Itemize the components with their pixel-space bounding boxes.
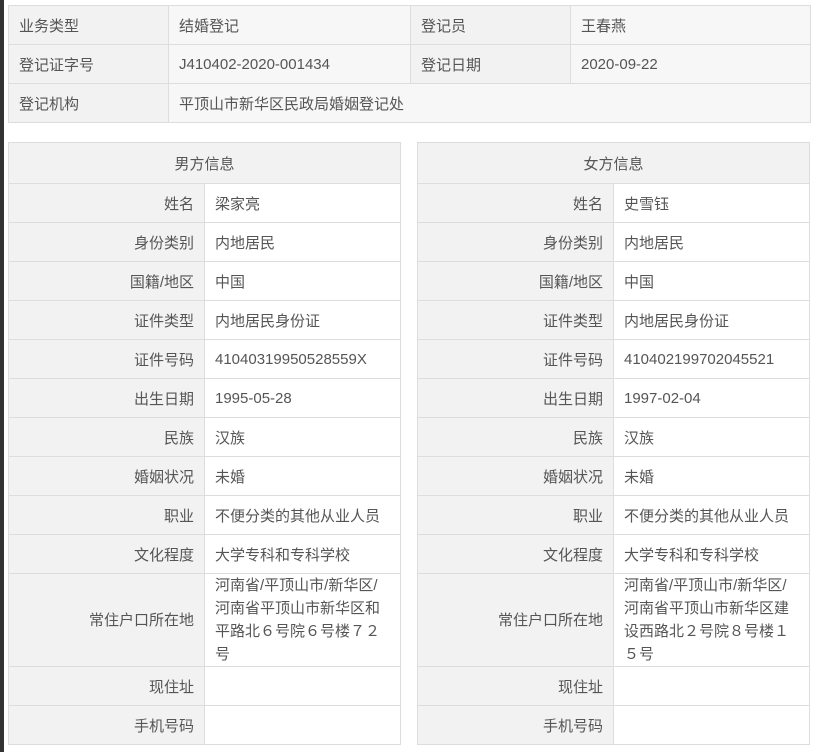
female-field-value: 1997-02-04 bbox=[613, 378, 810, 418]
male-info-table: 男方信息 姓名 梁家亮 身份类别 内地居民 国籍/地区 中国 证件类型 内地居民身份证 证件号码… bbox=[8, 142, 401, 745]
female-field-value bbox=[613, 666, 810, 706]
female-field-value: 不便分类的其他从业人员 bbox=[613, 495, 810, 535]
male-field-value: 汉族 bbox=[204, 417, 401, 457]
female-field-label: 文化程度 bbox=[417, 534, 614, 574]
male-field-label: 出生日期 bbox=[8, 378, 205, 418]
male-field-label: 证件类型 bbox=[8, 300, 205, 340]
cert-no-label: 登记证字号 bbox=[8, 44, 169, 84]
date-label: 登记日期 bbox=[410, 44, 571, 84]
female-field-value: 史雪钰 bbox=[613, 183, 810, 223]
female-info-title: 女方信息 bbox=[417, 142, 810, 184]
male-field-value: 1995-05-28 bbox=[204, 378, 401, 418]
business-type-value: 结婚登记 bbox=[168, 5, 411, 45]
male-field-value: 中国 bbox=[204, 261, 401, 301]
female-field-value bbox=[613, 705, 810, 745]
table-row: 职业 不便分类的其他从业人员 bbox=[8, 495, 401, 535]
male-field-label: 现住址 bbox=[8, 666, 205, 706]
female-field-label: 民族 bbox=[417, 417, 614, 457]
male-info-title: 男方信息 bbox=[8, 142, 401, 184]
registration-table: 业务类型 结婚登记 登记员 王春燕 登记证字号 J410402-2020-001… bbox=[8, 5, 811, 123]
male-field-value: 不便分类的其他从业人员 bbox=[204, 495, 401, 535]
table-row: 民族 汉族 bbox=[417, 417, 810, 457]
table-row: 登记证字号 J410402-2020-001434 登记日期 2020-09-2… bbox=[8, 44, 811, 84]
female-field-label: 证件号码 bbox=[417, 339, 614, 379]
table-row: 登记机构 平顶山市新华区民政局婚姻登记处 bbox=[8, 83, 811, 123]
female-field-label: 职业 bbox=[417, 495, 614, 535]
male-field-value: 梁家亮 bbox=[204, 183, 401, 223]
female-field-label: 证件类型 bbox=[417, 300, 614, 340]
male-field-label: 证件号码 bbox=[8, 339, 205, 379]
male-field-value: 内地居民 bbox=[204, 222, 401, 262]
female-field-label: 出生日期 bbox=[417, 378, 614, 418]
female-field-value: 内地居民 bbox=[613, 222, 810, 262]
male-field-value bbox=[204, 705, 401, 745]
male-field-label: 职业 bbox=[8, 495, 205, 535]
table-row: 职业 不便分类的其他从业人员 bbox=[417, 495, 810, 535]
female-info-table: 女方信息 姓名 史雪钰 身份类别 内地居民 国籍/地区 中国 证件类型 内地居民身份证 证件号码… bbox=[417, 142, 810, 745]
table-row: 现住址 bbox=[8, 666, 401, 706]
male-field-label: 常住户口所在地 bbox=[8, 573, 205, 667]
female-field-value: 内地居民身份证 bbox=[613, 300, 810, 340]
office-value: 平顶山市新华区民政局婚姻登记处 bbox=[168, 83, 811, 123]
cert-no-value: J410402-2020-001434 bbox=[168, 44, 411, 84]
table-row: 手机号码 bbox=[417, 705, 810, 745]
table-row: 民族 汉族 bbox=[8, 417, 401, 457]
registrar-label: 登记员 bbox=[410, 5, 571, 45]
male-field-value: 河南省/平顶山市/新华区/河南省平顶山市新华区和平路北６号院６号楼７２号 bbox=[204, 573, 401, 667]
date-value: 2020-09-22 bbox=[570, 44, 811, 84]
female-field-label: 姓名 bbox=[417, 183, 614, 223]
table-row: 业务类型 结婚登记 登记员 王春燕 bbox=[8, 5, 811, 45]
office-label: 登记机构 bbox=[8, 83, 169, 123]
table-row: 证件号码 41040319950528559X bbox=[8, 339, 401, 379]
table-row: 现住址 bbox=[417, 666, 810, 706]
table-row: 姓名 梁家亮 bbox=[8, 183, 401, 223]
business-type-label: 业务类型 bbox=[8, 5, 169, 45]
table-row: 出生日期 1997-02-04 bbox=[417, 378, 810, 418]
female-field-label: 国籍/地区 bbox=[417, 261, 614, 301]
male-field-label: 姓名 bbox=[8, 183, 205, 223]
female-field-value: 大学专科和专科学校 bbox=[613, 534, 810, 574]
table-row: 文化程度 大学专科和专科学校 bbox=[8, 534, 401, 574]
table-row: 婚姻状况 未婚 bbox=[8, 456, 401, 496]
window-edge bbox=[0, 0, 4, 752]
table-row: 证件类型 内地居民身份证 bbox=[8, 300, 401, 340]
table-row: 常住户口所在地 河南省/平顶山市/新华区/河南省平顶山市新华区和平路北６号院６号楼… bbox=[8, 573, 401, 667]
table-row: 身份类别 内地居民 bbox=[417, 222, 810, 262]
female-field-label: 现住址 bbox=[417, 666, 614, 706]
table-row: 出生日期 1995-05-28 bbox=[8, 378, 401, 418]
female-field-value: 中国 bbox=[613, 261, 810, 301]
male-field-value: 41040319950528559X bbox=[204, 339, 401, 379]
male-field-value: 未婚 bbox=[204, 456, 401, 496]
female-field-value: 410402199702045521 bbox=[613, 339, 810, 379]
table-row: 文化程度 大学专科和专科学校 bbox=[417, 534, 810, 574]
table-row: 手机号码 bbox=[8, 705, 401, 745]
table-row: 证件类型 内地居民身份证 bbox=[417, 300, 810, 340]
male-field-value bbox=[204, 666, 401, 706]
male-field-value: 大学专科和专科学校 bbox=[204, 534, 401, 574]
male-field-label: 国籍/地区 bbox=[8, 261, 205, 301]
female-field-label: 常住户口所在地 bbox=[417, 573, 614, 667]
male-field-label: 婚姻状况 bbox=[8, 456, 205, 496]
female-field-label: 手机号码 bbox=[417, 705, 614, 745]
female-field-label: 婚姻状况 bbox=[417, 456, 614, 496]
male-field-value: 内地居民身份证 bbox=[204, 300, 401, 340]
male-field-label: 民族 bbox=[8, 417, 205, 457]
table-row: 姓名 史雪钰 bbox=[417, 183, 810, 223]
male-field-label: 手机号码 bbox=[8, 705, 205, 745]
female-field-label: 身份类别 bbox=[417, 222, 614, 262]
male-field-label: 文化程度 bbox=[8, 534, 205, 574]
table-row: 国籍/地区 中国 bbox=[8, 261, 401, 301]
table-row: 婚姻状况 未婚 bbox=[417, 456, 810, 496]
table-row: 常住户口所在地 河南省/平顶山市/新华区/河南省平顶山市新华区建设西路北２号院８号… bbox=[417, 573, 810, 667]
registrar-value: 王春燕 bbox=[570, 5, 811, 45]
table-row: 证件号码 410402199702045521 bbox=[417, 339, 810, 379]
table-row: 身份类别 内地居民 bbox=[8, 222, 401, 262]
male-field-label: 身份类别 bbox=[8, 222, 205, 262]
female-field-value: 未婚 bbox=[613, 456, 810, 496]
female-field-value: 河南省/平顶山市/新华区/河南省平顶山市新华区建设西路北２号院８号楼１５号 bbox=[613, 573, 810, 667]
female-field-value: 汉族 bbox=[613, 417, 810, 457]
table-row: 国籍/地区 中国 bbox=[417, 261, 810, 301]
